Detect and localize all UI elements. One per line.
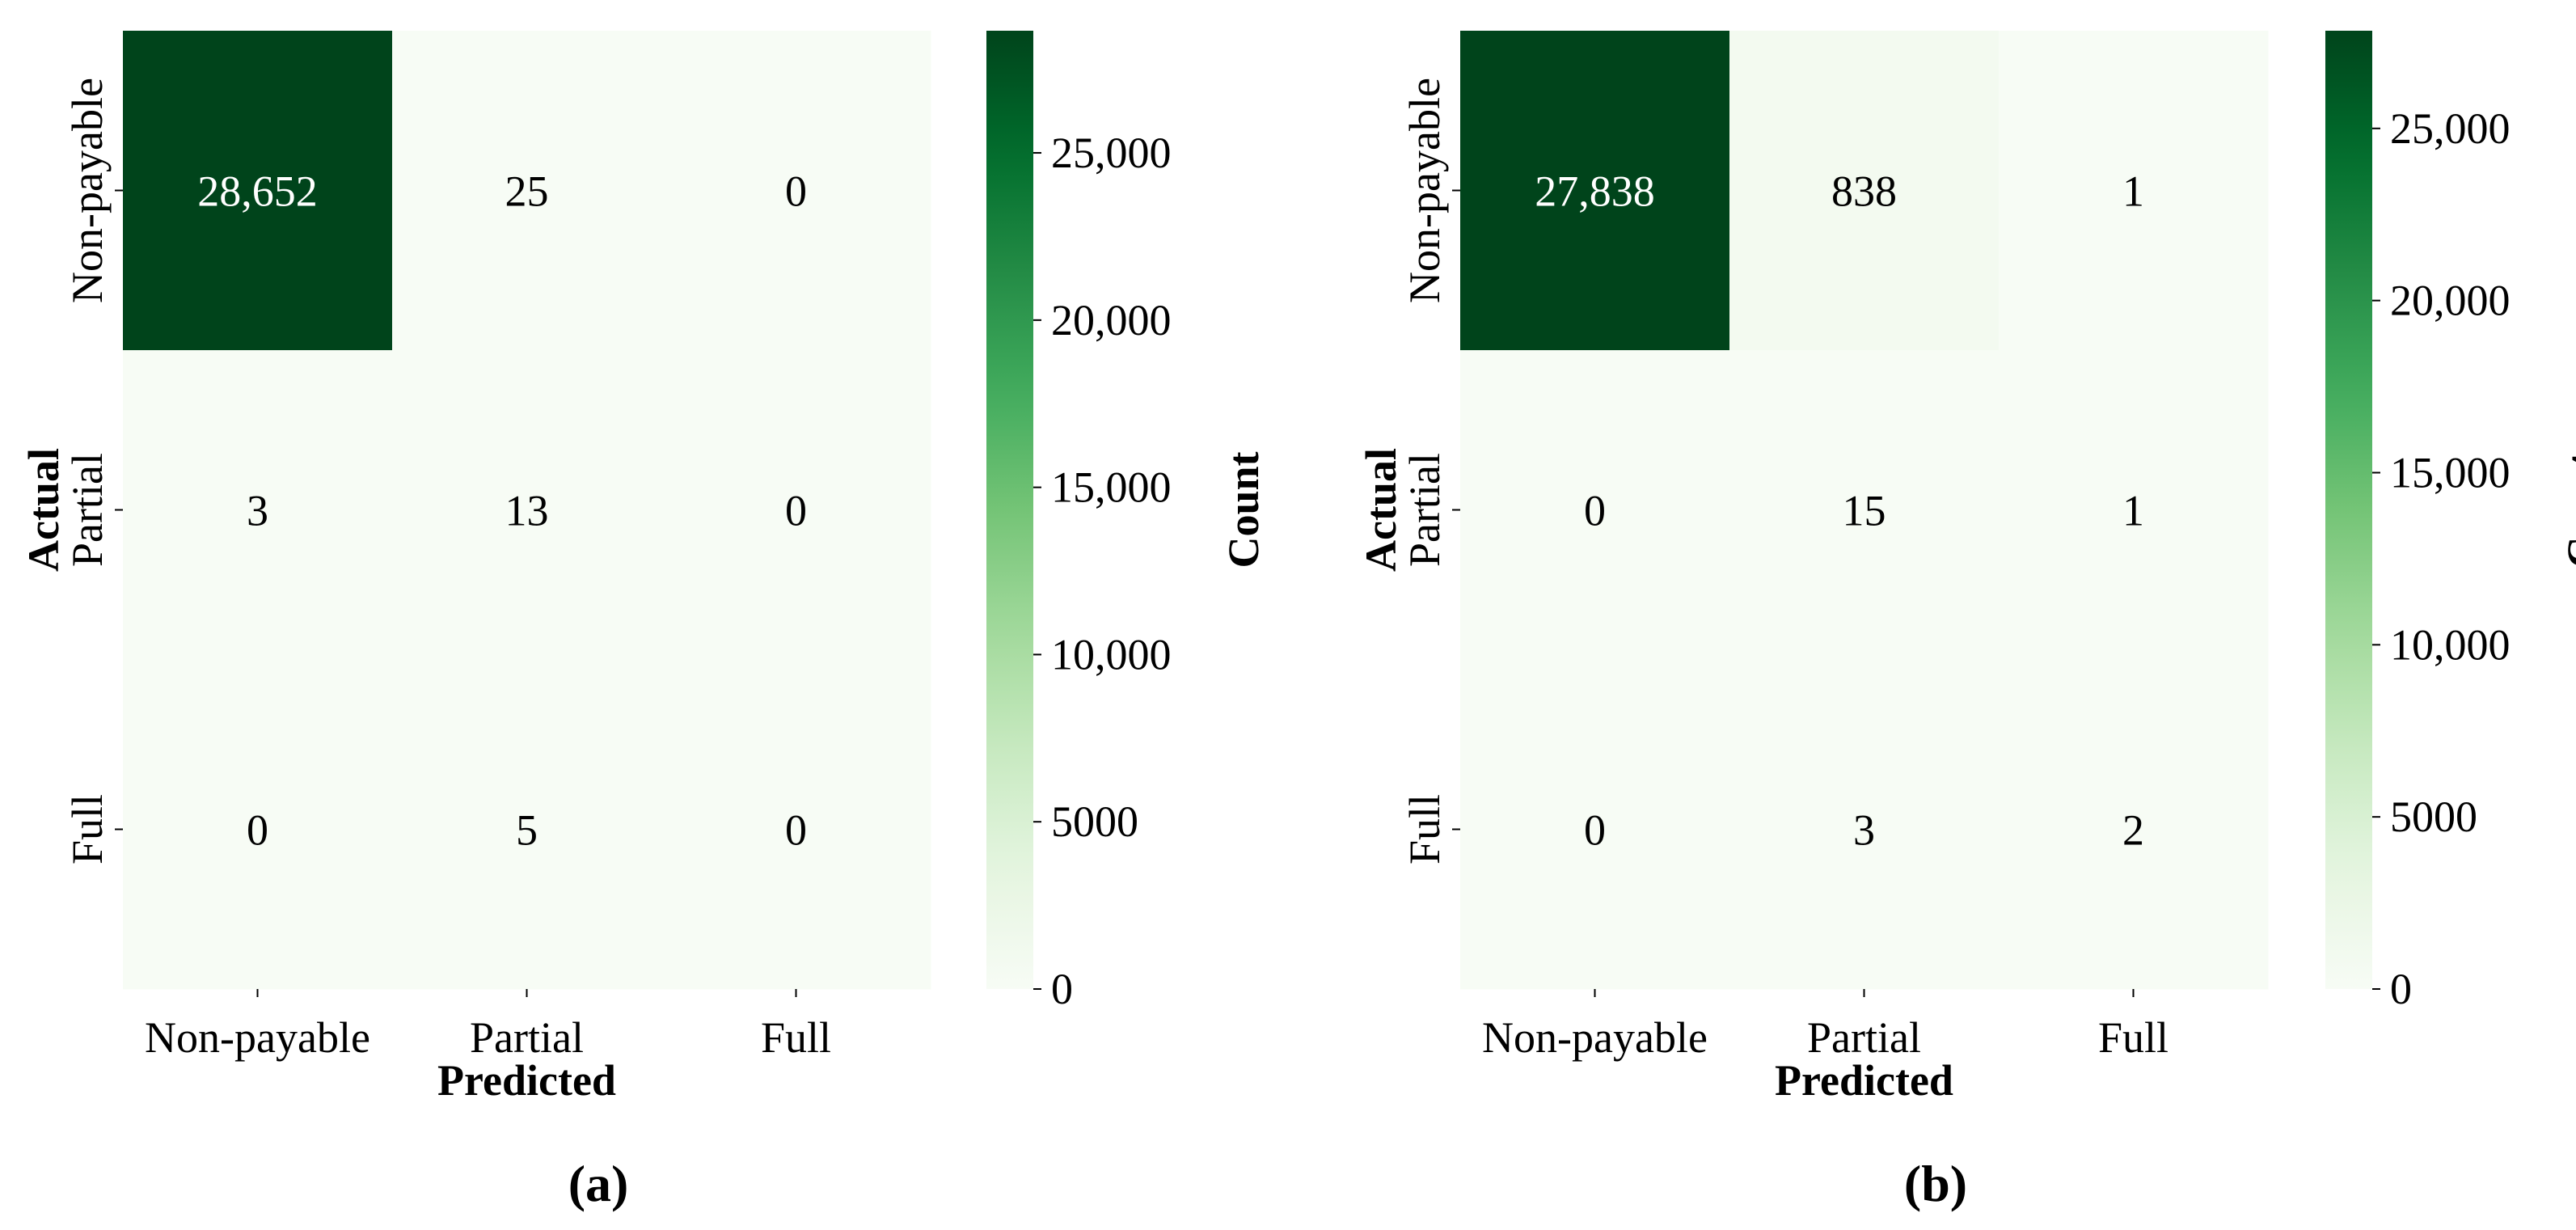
heatmap-cell: [392, 350, 662, 670]
heatmap-cell: [1460, 670, 1730, 990]
colorbar-tick-label: 10,000: [2390, 620, 2511, 669]
y-tick-label: Full: [1400, 794, 1449, 864]
cell-value-label: 13: [505, 487, 549, 535]
y-tick-label: Partial: [63, 453, 112, 567]
cell-value-label: 0: [785, 167, 807, 216]
y-tick-label: Full: [63, 794, 112, 864]
y-tick-label: Non-payable: [1400, 78, 1449, 303]
heatmap-cell: [1729, 31, 2000, 351]
cell-value-label: 3: [1853, 806, 1875, 855]
cell-value-label: 1: [2122, 167, 2144, 216]
cell-value-label: 3: [247, 487, 268, 535]
colorbar-label: Count: [1219, 451, 1268, 568]
heatmap-cell: [1460, 350, 1730, 670]
colorbar-label: Count: [2558, 451, 2576, 568]
heatmap-cell: [1999, 670, 2269, 990]
x-tick-label: Non-payable: [145, 1013, 370, 1062]
cell-value-label: 0: [247, 806, 268, 855]
colorbar-tick-label: 5000: [1051, 797, 1138, 846]
heatmap-cell: [392, 31, 662, 351]
heatmap-cell: [661, 31, 931, 351]
x-tick-label: Full: [761, 1013, 831, 1062]
cell-value-label: 0: [1584, 487, 1606, 535]
cell-value-label: 1: [2122, 487, 2144, 535]
colorbar-tick-label: 0: [2390, 965, 2412, 1013]
confusion-matrix-panel-b: 27,838 838 1 0 15 1 0 3 2 Non-payable Partial Full N…: [1357, 31, 2576, 1212]
x-axis-title: Predicted: [1775, 1056, 1953, 1105]
colorbar-tick-label: 10,000: [1051, 630, 1172, 678]
colorbar-tick-label: 15,000: [1051, 463, 1172, 512]
x-tick-label: Partial: [470, 1013, 584, 1062]
y-tick-label: Non-payable: [63, 78, 112, 303]
heatmap-cell: [1729, 350, 2000, 670]
cell-value-label: 0: [785, 487, 807, 535]
colorbar: [2325, 31, 2372, 989]
colorbar-tick-label: 5000: [2390, 793, 2477, 841]
cell-value-label: 0: [785, 806, 807, 855]
heatmap-cell: [123, 670, 393, 990]
cell-value-label: 28,652: [197, 167, 318, 216]
cell-value-label: 25: [505, 167, 549, 216]
colorbar: [986, 31, 1033, 989]
cell-value-label: 15: [1843, 487, 1886, 535]
heatmap-cell: [123, 31, 393, 351]
colorbar-tick-label: 15,000: [2390, 448, 2511, 497]
cell-value-label: 2: [2122, 806, 2144, 855]
cell-value-label: 5: [516, 806, 538, 855]
heatmap-cell: [661, 670, 931, 990]
y-axis-title: Actual: [19, 448, 68, 572]
colorbar-tick-label: 25,000: [1051, 129, 1172, 177]
colorbar-tick-label: 0: [1051, 965, 1073, 1013]
heatmap-cell: [1460, 31, 1730, 351]
confusion-matrix-panel-a: 28,652 25 0 3 13 0 0 5 0 Non-payable Partial Full No…: [19, 31, 1268, 1212]
y-tick-label: Partial: [1400, 453, 1449, 567]
heatmap-cell: [1729, 670, 2000, 990]
panel-caption: (a): [568, 1155, 629, 1212]
x-tick-label: Partial: [1807, 1013, 1921, 1062]
cell-value-label: 0: [1584, 806, 1606, 855]
colorbar-tick-label: 20,000: [2390, 277, 2511, 325]
heatmap-cell: [1999, 350, 2269, 670]
x-tick-label: Full: [2098, 1013, 2168, 1062]
x-axis-title: Predicted: [437, 1056, 616, 1105]
heatmap-cell: [123, 350, 393, 670]
heatmap-cell: [392, 670, 662, 990]
cell-value-label: 838: [1831, 167, 1897, 216]
heatmap-cell: [661, 350, 931, 670]
colorbar-tick-label: 25,000: [2390, 104, 2511, 153]
panel-caption: (b): [1904, 1155, 1967, 1212]
colorbar-tick-label: 20,000: [1051, 296, 1172, 344]
heatmap-cell: [1999, 31, 2269, 351]
cell-value-label: 27,838: [1535, 167, 1655, 216]
y-axis-title: Actual: [1357, 448, 1405, 572]
x-tick-label: Non-payable: [1482, 1013, 1708, 1062]
